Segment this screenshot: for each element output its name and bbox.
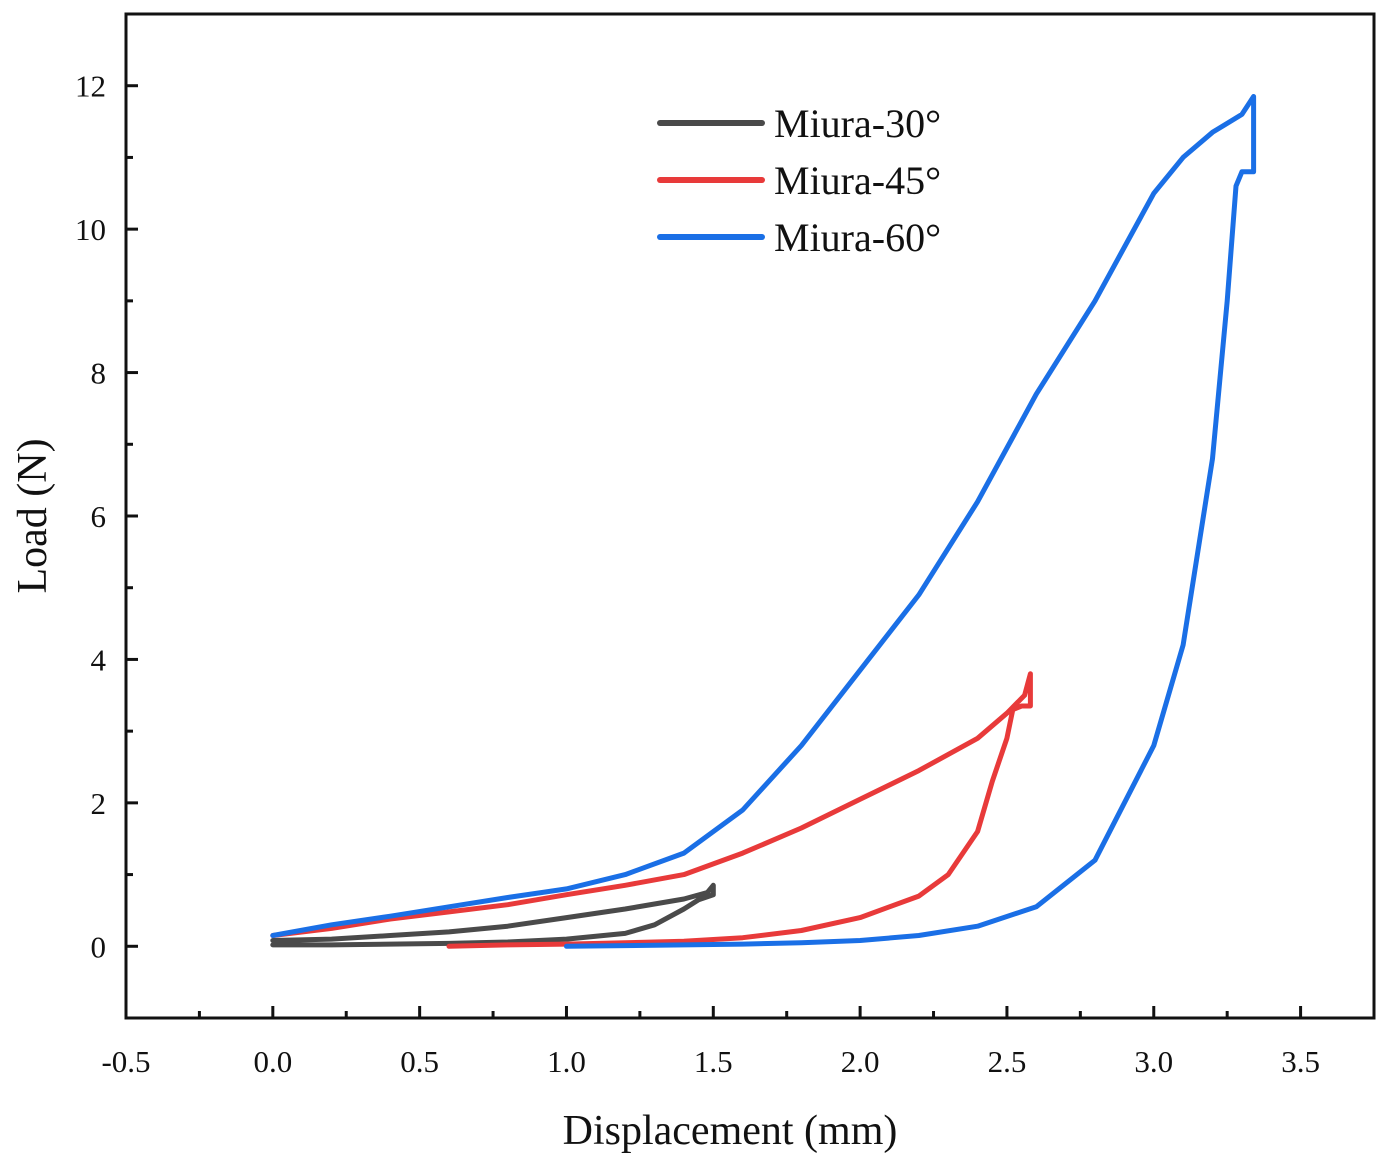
legend-label: Miura-45°	[774, 158, 941, 203]
x-tick-label: 2.5	[988, 1044, 1027, 1079]
legend: Miura-30° Miura-45° Miura-60°	[657, 101, 941, 260]
x-tick-label: 3.0	[1134, 1044, 1173, 1079]
x-tick-label: 0.5	[400, 1044, 439, 1079]
y-tick-label: 8	[91, 356, 107, 391]
legend-label: Miura-60°	[774, 215, 941, 260]
x-tick-label: 1.0	[547, 1044, 586, 1079]
legend-label: Miura-30°	[774, 101, 941, 146]
y-tick-label: 0	[91, 929, 107, 964]
x-axis-title: Displacement (mm)	[563, 1108, 898, 1154]
x-tick-label: 1.5	[694, 1044, 733, 1079]
y-tick-label: 12	[75, 69, 106, 104]
y-axis-title: Load (N)	[10, 438, 56, 593]
axis-ticks	[124, 84, 1303, 1020]
plot-frame	[124, 12, 1376, 1020]
tick-labels: -0.5 0.0 0.5 1.0 1.5 2.0 2.5 3.0 3.5 0 2 4 6 8 10 12	[75, 69, 1320, 1079]
y-tick-label: 6	[91, 499, 107, 534]
y-tick-label: 2	[91, 786, 107, 821]
y-tick-label: 10	[75, 212, 106, 247]
series-line-miura-30	[270, 882, 716, 948]
series-line-miura-45	[270, 671, 1033, 949]
series-line-miura-60	[270, 94, 1257, 949]
plot-content	[270, 94, 1257, 949]
x-tick-label: 0.0	[253, 1044, 292, 1079]
y-tick-label: 4	[91, 642, 107, 677]
x-tick-label: 3.5	[1281, 1044, 1320, 1079]
x-tick-label: -0.5	[101, 1044, 150, 1079]
x-tick-label: 2.0	[841, 1044, 880, 1079]
